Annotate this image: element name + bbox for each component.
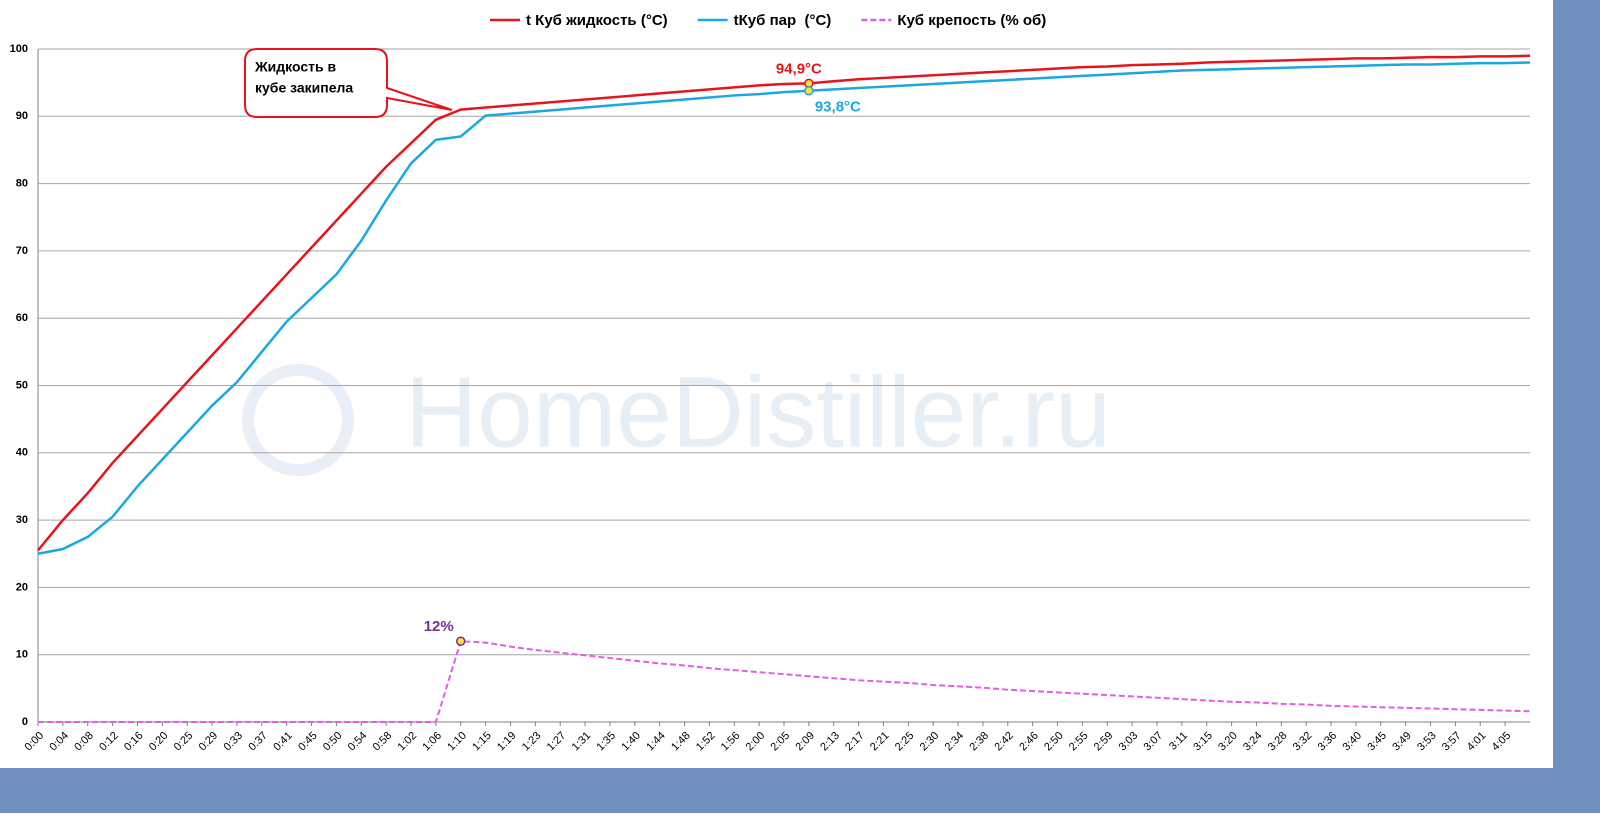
watermark-icon	[242, 364, 354, 476]
y-tick-label: 60	[16, 312, 28, 324]
legend-label: Куб крепость (% об)	[897, 12, 1046, 29]
legend-label: t Куб жидкость (°C)	[526, 12, 668, 29]
data-label: 94,9°C	[776, 60, 822, 77]
series-line	[37, 54, 1531, 552]
y-tick-label: 50	[16, 379, 28, 391]
y-tick-label: 10	[16, 649, 28, 661]
y-tick-label: 70	[16, 245, 28, 257]
y-tick-label: 30	[16, 514, 28, 526]
data-label: 93,8°C	[815, 99, 861, 116]
annotation-text: кубе закипела	[255, 80, 353, 96]
y-tick-label: 40	[16, 447, 28, 459]
series-line	[37, 61, 1531, 555]
y-tick-label: 80	[16, 178, 28, 190]
legend: t Куб жидкость (°C) tКуб пар (°C) Куб креп…	[490, 12, 1046, 29]
series-line	[38, 640, 1531, 723]
legend-label: tКуб пар (°C)	[734, 12, 832, 29]
callout	[244, 48, 453, 118]
watermark: HomeDistiller.ru	[405, 356, 1111, 468]
data-label: 12%	[424, 618, 454, 635]
highlight-point	[804, 85, 814, 96]
y-tick-label: 20	[16, 581, 28, 593]
highlight-point	[455, 636, 466, 646]
y-tick-label: 90	[16, 110, 28, 122]
y-tick-label: 0	[22, 716, 28, 728]
annotation-text: Жидкость в	[254, 59, 336, 75]
y-tick-label: 100	[10, 43, 28, 55]
